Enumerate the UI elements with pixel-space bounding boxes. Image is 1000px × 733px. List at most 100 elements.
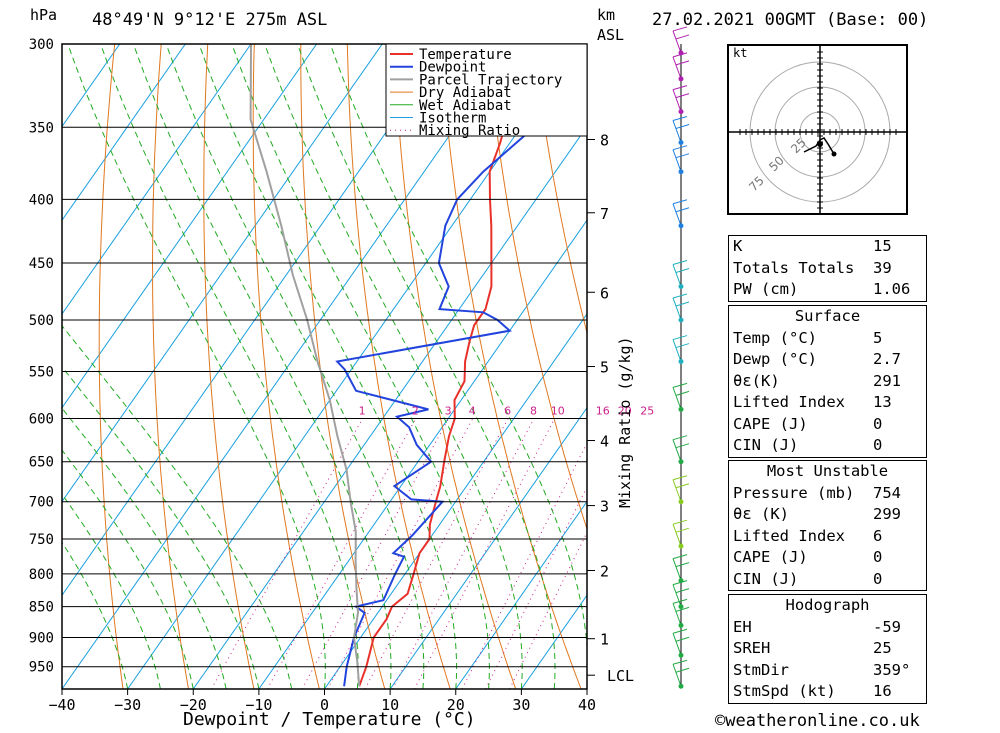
x-tick-label: 10 bbox=[381, 696, 399, 714]
isotherm-line bbox=[62, 44, 121, 128]
x-tick-label: −10 bbox=[245, 696, 272, 714]
height-tick-label: LCL bbox=[607, 667, 634, 685]
pressure-tick-label: 700 bbox=[29, 495, 54, 511]
pressure-tick-label: 500 bbox=[29, 313, 54, 329]
index-row: Totals Totals 39 bbox=[729, 258, 926, 280]
wet-adiabat-line bbox=[264, 44, 523, 689]
index-label: Lifted Index bbox=[733, 526, 845, 545]
index-value: 754 bbox=[873, 483, 901, 502]
wet-adiabat-line bbox=[62, 449, 194, 689]
isotherm-line bbox=[455, 500, 587, 689]
x-tick-label: −40 bbox=[48, 696, 75, 714]
wind-barb bbox=[672, 598, 690, 626]
mixing-ratio-value-label: 6 bbox=[504, 404, 511, 417]
wind-barb bbox=[672, 52, 690, 80]
wet-adiabat-line bbox=[296, 44, 556, 689]
index-label: θε(K) bbox=[733, 371, 780, 390]
wind-barb bbox=[672, 475, 690, 502]
isotherm-line bbox=[389, 406, 587, 689]
pressure-tick-label: 850 bbox=[29, 600, 54, 616]
index-value: 15 bbox=[873, 237, 892, 255]
hodograph-ring-label: 75 bbox=[746, 173, 767, 194]
index-value: 359° bbox=[873, 660, 911, 679]
wind-barb bbox=[672, 26, 690, 54]
dry-adiabat-line bbox=[532, 44, 587, 335]
mixing-ratio-line bbox=[266, 418, 417, 689]
mixing-ratio-line bbox=[509, 531, 587, 689]
index-value: -59 bbox=[873, 617, 901, 636]
legend-entry-label: Mixing Ratio bbox=[419, 123, 520, 139]
dry-adiabat-line bbox=[486, 44, 587, 531]
isotherm-line bbox=[62, 44, 252, 315]
height-tick-label: 4 bbox=[600, 433, 609, 451]
wind-barb bbox=[672, 519, 690, 547]
legend-entry-label: Isotherm bbox=[419, 111, 486, 127]
index-value: 13 bbox=[873, 393, 892, 411]
index-row: CAPE (J) 0 bbox=[729, 414, 926, 436]
dry-adiabat-line bbox=[946, 26, 1000, 689]
index-row: CIN (J) 0 bbox=[729, 435, 926, 457]
index-value: 0 bbox=[873, 414, 883, 433]
index-row: Temp (°C) 5 bbox=[729, 328, 926, 350]
hodograph-ring-label: 25 bbox=[788, 135, 809, 156]
mixing-ratio-line bbox=[392, 418, 535, 689]
mixing-ratio-value-label: 4 bbox=[469, 404, 476, 417]
x-axis-label: Dewpoint / Temperature (°C) bbox=[183, 709, 476, 730]
hodograph-panel: kt 25 50 75 bbox=[727, 44, 908, 215]
index-label: CIN (J) bbox=[733, 436, 799, 454]
index-label: K bbox=[733, 237, 743, 255]
wind-barb bbox=[672, 580, 690, 607]
wind-barb bbox=[672, 335, 690, 362]
height-tick-label: 7 bbox=[600, 205, 609, 223]
wet-adiabat-line bbox=[67, 44, 326, 689]
parcel-trajectory-line bbox=[249, 44, 361, 687]
wet-adiabat-line bbox=[62, 493, 161, 689]
x-tick-label: 20 bbox=[447, 696, 465, 714]
index-label: θε (K) bbox=[733, 505, 789, 523]
wind-barb bbox=[672, 85, 690, 112]
wet-adiabat-line bbox=[198, 44, 458, 689]
dry-adiabat-line bbox=[393, 44, 517, 689]
index-row: Pressure (mb) 754 bbox=[729, 483, 926, 505]
credit-link[interactable]: ©weatheronline.co.uk bbox=[715, 711, 920, 731]
index-value: 16 bbox=[873, 682, 892, 700]
index-row: CIN (J) 0 bbox=[729, 569, 926, 591]
isotherm-line bbox=[62, 44, 186, 222]
wet-adiabat-line bbox=[62, 366, 260, 689]
pressure-unit-label: hPa bbox=[30, 6, 58, 24]
legend-entry-label: Parcel Trajectory bbox=[419, 72, 562, 88]
index-label: CIN (J) bbox=[733, 569, 799, 588]
index-row: StmSpd (kt) 16 bbox=[729, 681, 926, 703]
section-title: Most Unstable bbox=[766, 462, 889, 480]
index-row: K 15 bbox=[729, 236, 926, 258]
height-tick-label: 1 bbox=[600, 631, 609, 649]
index-row: Lifted Index 6 bbox=[729, 526, 926, 548]
height-tick-label: 8 bbox=[600, 131, 609, 149]
index-label: StmSpd (kt) bbox=[733, 682, 836, 700]
legend-entry-label: Temperature bbox=[419, 47, 512, 63]
wind-barb bbox=[672, 435, 690, 462]
index-row: SREH 25 bbox=[729, 638, 926, 660]
wind-barb bbox=[672, 199, 690, 226]
x-tick-label: −20 bbox=[180, 696, 207, 714]
wet-adiabat-line bbox=[132, 44, 392, 689]
dry-adiabat-line bbox=[252, 44, 320, 689]
pressure-tick-label: 400 bbox=[29, 192, 54, 208]
temperature-line bbox=[358, 44, 522, 687]
index-value: 25 bbox=[873, 639, 892, 657]
pressure-tick-label: 900 bbox=[29, 631, 54, 647]
index-label: StmDir bbox=[733, 660, 789, 679]
wind-barb bbox=[672, 628, 690, 656]
isotherm-line bbox=[324, 313, 587, 689]
index-value: 6 bbox=[873, 526, 883, 545]
wind-barb bbox=[672, 659, 690, 687]
wet-adiabat-line bbox=[165, 44, 425, 689]
index-value: 2.7 bbox=[873, 350, 901, 368]
index-row: Lifted Index 13 bbox=[729, 392, 926, 414]
legend-entry-label: Dewpoint bbox=[419, 60, 486, 76]
wind-barb bbox=[672, 382, 690, 410]
wet-adiabat-line bbox=[62, 541, 129, 689]
